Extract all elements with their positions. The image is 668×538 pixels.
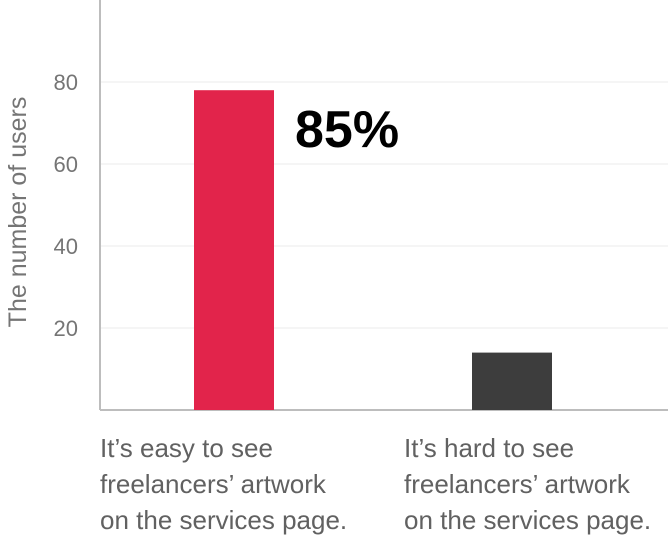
category-label-easy: It’s easy to see freelancers’ artwork on…	[100, 430, 390, 538]
y-axis-label: The number of users	[4, 97, 32, 328]
y-tick-labels: 20 40 60 80	[54, 70, 78, 341]
bar-annotation-label: 85%	[295, 101, 399, 159]
category-label-line: freelancers’ artwork	[404, 469, 630, 499]
category-label-hard: It’s hard to see freelancers’ artwork on…	[404, 430, 668, 538]
category-label-line: freelancers’ artwork	[100, 469, 326, 499]
y-tick-label: 40	[54, 234, 78, 259]
y-tick-label: 80	[54, 70, 78, 95]
y-tick-label: 60	[54, 152, 78, 177]
y-tick-label: 20	[54, 316, 78, 341]
category-label-line: on the services page.	[404, 505, 652, 535]
category-label-line: on the services page.	[100, 505, 348, 535]
bar	[472, 352, 552, 410]
category-label-line: It’s easy to see	[100, 433, 273, 463]
category-label-line: It’s hard to see	[404, 433, 575, 463]
bar	[194, 90, 274, 410]
bars	[194, 90, 552, 410]
